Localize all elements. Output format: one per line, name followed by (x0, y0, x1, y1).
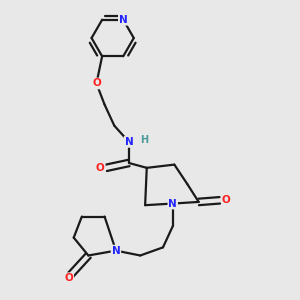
Text: O: O (222, 195, 231, 205)
Text: O: O (92, 79, 101, 88)
Text: N: N (112, 246, 120, 256)
Text: O: O (64, 273, 73, 283)
Text: O: O (96, 163, 105, 173)
Text: H: H (140, 135, 148, 145)
Text: N: N (119, 15, 128, 25)
Text: N: N (124, 137, 133, 147)
Text: N: N (168, 199, 177, 208)
